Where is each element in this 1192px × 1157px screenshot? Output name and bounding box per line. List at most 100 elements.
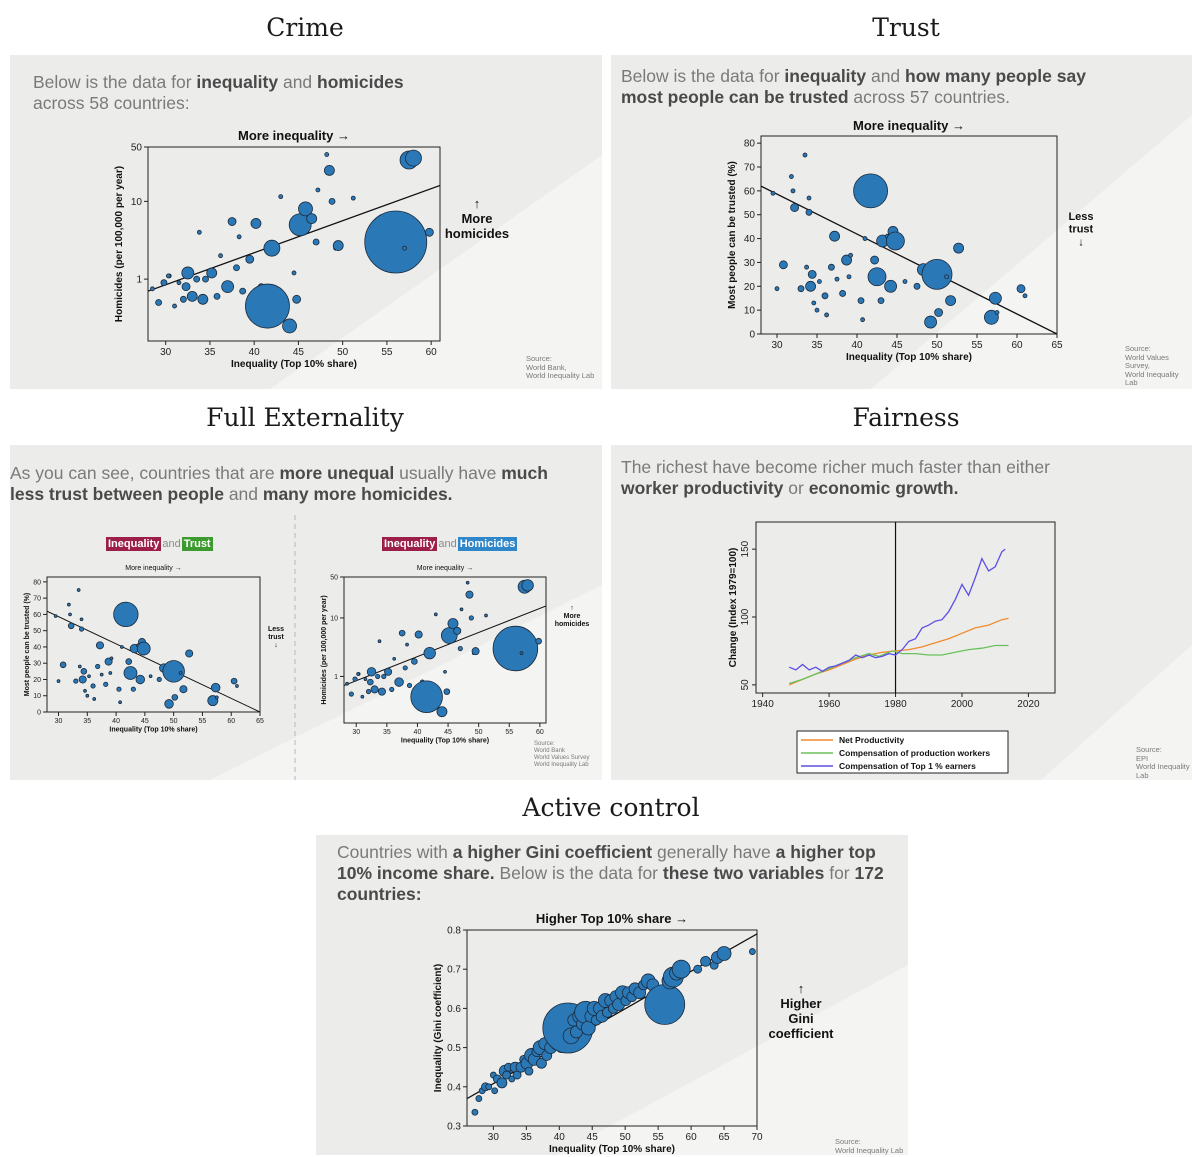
data-point [155,299,163,306]
plot-area [467,933,757,1116]
data-point [366,667,377,677]
data-point [877,297,885,305]
source-line: World Inequality Lab [835,1145,904,1155]
source-line: Source: [1125,344,1151,353]
data-point [934,308,944,317]
source-line: World Bank, [526,362,567,372]
y-tick-label: 80 [33,579,41,586]
data-point [278,194,284,200]
intro-bold-text: homicides [317,72,404,92]
data-point [447,618,459,630]
data-point [148,674,153,679]
data-point [778,260,788,270]
plot-area [148,149,440,334]
condition-title-active-control: Active control [522,793,700,822]
data-point [193,275,201,283]
data-point [364,210,428,274]
y-tick-label: 50 [131,143,143,154]
data-point [921,258,953,290]
data-point [375,673,381,679]
data-point [829,230,841,242]
intro-text-segment: across 57 countries. [848,87,1011,107]
trend-line [344,605,546,686]
plot-frame [46,576,261,713]
x-tick-label: 35 [204,347,216,358]
x-tick-label: 35 [521,1132,533,1143]
data-point [945,295,957,307]
data-point [1022,293,1028,299]
data-point [179,295,187,303]
data-point [233,264,240,272]
data-point [716,946,732,961]
data-point [870,255,880,265]
data-point [210,682,221,693]
data-point [176,280,182,286]
series-line [789,644,1009,685]
full-charts: 30 35 40 45 50 55 60 65 0 10 20 30 40 50 60 70 80 More in… [24,565,590,744]
x-tick-label: 55 [971,340,983,351]
trend-line [47,610,260,712]
data-point [814,307,820,313]
data-point [988,291,1002,305]
x-tick-label: 30 [160,347,172,358]
intro-text-segment: The richest have become richer much fast… [621,457,1050,477]
x-tick-label: 70 [751,1132,763,1143]
data-point [332,240,344,251]
data-point [236,234,242,240]
data-point [1016,284,1026,294]
data-point [108,671,113,675]
data-point [491,1087,499,1095]
data-point [496,1077,508,1089]
intro-text: Below is the data for inequality and hom… [33,72,453,114]
source-line: World Inequality Lab [1136,762,1190,780]
data-point [389,686,395,692]
data-point [78,626,85,632]
data-point [485,1083,493,1091]
source-line: World Inequality Lab [534,762,589,768]
side-label-line: Less [268,626,284,633]
y-tick-label: 50 [33,628,41,635]
data-point [85,693,90,698]
x-tick-label: 60 [1011,340,1023,351]
tag-trust: Trust [181,537,213,551]
x-tick-label: 1960 [818,699,841,710]
x-tick-label: 45 [141,718,149,725]
side-label-line: homicides [445,226,509,241]
intro-text-segment: for [824,863,855,883]
plot-frame [147,146,441,342]
trust-plot: 30 35 40 45 50 55 60 65 0 10 20 30 40 50 60 70 80 More in… [727,118,1094,363]
side-label-line: Less [1068,211,1093,223]
data-point [135,674,145,685]
data-point [118,700,122,705]
y-tick-label: 150 [740,540,751,557]
data-point [312,238,320,246]
crime-plot: 30 35 40 45 50 55 60 1 10 50 More inequality → Ineq… [114,128,509,370]
intro-bold-text: much less trust between people [10,463,548,504]
plot-area [761,152,1057,334]
intro-bold-text: many more homicides. [262,484,453,504]
data-point [282,318,297,334]
y-tick-label: 0.6 [447,1004,461,1015]
data-point [250,218,262,229]
condition-title-fairness: Fairness [852,403,960,432]
x-tick-label: 40 [249,347,261,358]
data-point [519,651,524,655]
data-point [59,661,67,669]
data-point [53,614,58,618]
source-line: Source: [1136,745,1162,754]
intro-bold-text: worker productivity [621,478,784,498]
data-point [213,292,221,300]
condition-title-full-externality: Full Externality [206,403,404,432]
side-label-line: ↓ [274,642,278,649]
data-point [73,678,79,684]
data-point [67,622,75,630]
data-point [80,668,88,675]
data-point [671,959,691,979]
data-point [839,290,847,297]
x-tick-label: 35 [83,718,91,725]
x-axis-label: Inequality (Top 10% share) [549,1144,675,1155]
y-tick-label: 40 [33,644,41,651]
y-tick-label: 0 [37,709,41,716]
source-line: Source: [534,741,555,747]
data-point [805,280,817,292]
